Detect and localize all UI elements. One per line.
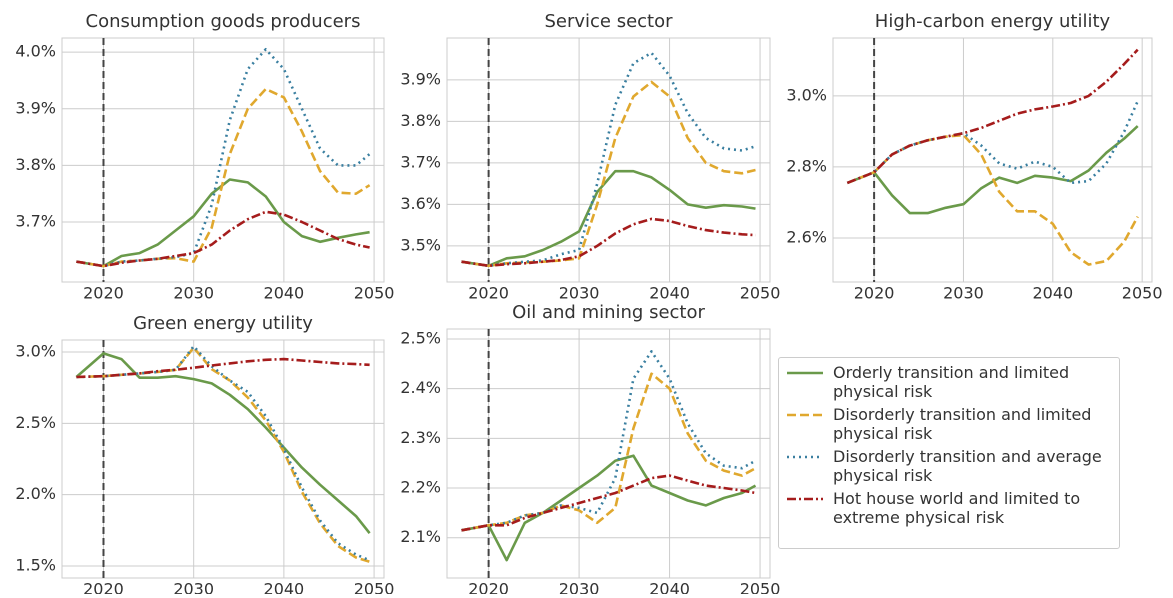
panel-title: Oil and mining sector	[512, 302, 705, 323]
series-line	[76, 210, 370, 268]
x-tick-label: 2050	[354, 284, 395, 303]
legend-entry: Disorderly transition and average physic…	[787, 447, 1111, 485]
y-tick-label: 3.8%	[15, 155, 56, 174]
y-tick-label: 2.5%	[15, 413, 56, 432]
x-tick-label: 2030	[173, 284, 214, 303]
panel: Green energy utility 1.5% 2.0% 2.5% 3.0% 2020…	[15, 313, 395, 598]
x-tick-label: 2040	[649, 284, 690, 303]
series-line	[75, 352, 371, 535]
x-tick-label: 2050	[740, 580, 781, 595]
x-tick-label: 2050	[1122, 284, 1163, 303]
x-tick-label: 2050	[740, 284, 781, 303]
x-tick-label: 2050	[354, 580, 395, 595]
series-line	[846, 100, 1139, 185]
plot-frame	[61, 339, 385, 579]
legend-label: Disorderly transition and average physic…	[833, 447, 1102, 485]
y-tick-label: 3.7%	[15, 211, 56, 230]
y-tick-label: 3.5%	[400, 235, 441, 254]
panel: Service sector 3.5% 3.6% 3.7% 3.8% 3.9% 2020 20…	[400, 11, 780, 303]
plot-frame	[61, 37, 385, 283]
series-line	[76, 357, 370, 379]
panel-title: Green energy utility	[133, 313, 313, 334]
y-tick-label: 2.4%	[400, 378, 441, 397]
y-tick-label: 2.0%	[15, 484, 56, 503]
x-tick-label: 2030	[559, 580, 600, 595]
series-line	[846, 48, 1139, 185]
x-tick-label: 2040	[1032, 284, 1073, 303]
legend: Orderly transition and limited physical …	[778, 357, 1120, 549]
y-tick-label: 1.5%	[15, 556, 56, 575]
x-tick-label: 2040	[649, 580, 690, 595]
y-tick-label: 2.8%	[786, 156, 827, 175]
y-tick-label: 3.6%	[400, 194, 441, 213]
plot-frame	[832, 37, 1153, 283]
x-tick-label: 2020	[83, 284, 124, 303]
y-tick-label: 3.9%	[400, 69, 441, 88]
series-line	[461, 217, 756, 268]
x-tick-label: 2030	[173, 580, 214, 595]
panel-title: High-carbon energy utility	[875, 11, 1111, 32]
x-tick-label: 2020	[83, 580, 124, 595]
y-tick-label: 2.1%	[400, 527, 441, 546]
legend-swatch	[787, 371, 823, 375]
series-line	[76, 345, 371, 562]
x-tick-label: 2020	[468, 580, 509, 595]
legend-label: Hot house world and limited to extreme p…	[833, 489, 1081, 527]
series-line	[76, 48, 371, 268]
y-tick-label: 2.2%	[400, 478, 441, 497]
x-tick-label: 2040	[264, 284, 305, 303]
series-line	[846, 125, 1139, 215]
y-tick-label: 3.8%	[400, 111, 441, 130]
legend-entry: Hot house world and limited to extreme p…	[787, 489, 1111, 527]
panel-title: Consumption goods producers	[86, 11, 361, 32]
x-tick-label: 2020	[854, 284, 895, 303]
y-tick-label: 4.0%	[15, 42, 56, 61]
series-line	[461, 474, 756, 532]
series-line	[461, 169, 756, 268]
series-line	[461, 454, 757, 562]
legend-label: Orderly transition and limited physical …	[833, 363, 1070, 401]
x-tick-label: 2030	[559, 284, 600, 303]
plot-frame	[446, 37, 771, 283]
legend-label: Disorderly transition and limited physic…	[833, 405, 1092, 443]
legend-swatch	[787, 413, 823, 417]
panel: Oil and mining sector 2.1% 2.2% 2.3% 2.4% 2.5…	[400, 302, 781, 598]
legend-swatch	[787, 497, 823, 501]
y-tick-label: 2.6%	[786, 227, 827, 246]
y-tick-label: 2.5%	[400, 328, 441, 347]
series-line	[76, 178, 370, 268]
y-tick-label: 3.0%	[786, 85, 827, 104]
panel-title: Service sector	[544, 11, 673, 32]
legend-entry: Disorderly transition and limited physic…	[787, 405, 1111, 443]
y-tick-label: 3.0%	[15, 341, 56, 360]
y-tick-label: 3.7%	[400, 152, 441, 171]
x-tick-label: 2020	[468, 284, 509, 303]
legend-swatch	[787, 455, 823, 459]
panel: Consumption goods producers 3.7% 3.8% 3.9% 4…	[15, 11, 394, 303]
legend-entry: Orderly transition and limited physical …	[787, 363, 1111, 401]
series-line	[461, 372, 757, 532]
plot-frame	[446, 328, 771, 579]
series-line	[76, 346, 370, 563]
y-tick-label: 2.3%	[400, 428, 441, 447]
x-tick-label: 2040	[264, 580, 305, 595]
y-tick-label: 3.9%	[15, 98, 56, 117]
x-tick-label: 2030	[943, 284, 984, 303]
panel: High-carbon energy utility 2.6% 2.8% 3.0% 20…	[786, 11, 1162, 303]
